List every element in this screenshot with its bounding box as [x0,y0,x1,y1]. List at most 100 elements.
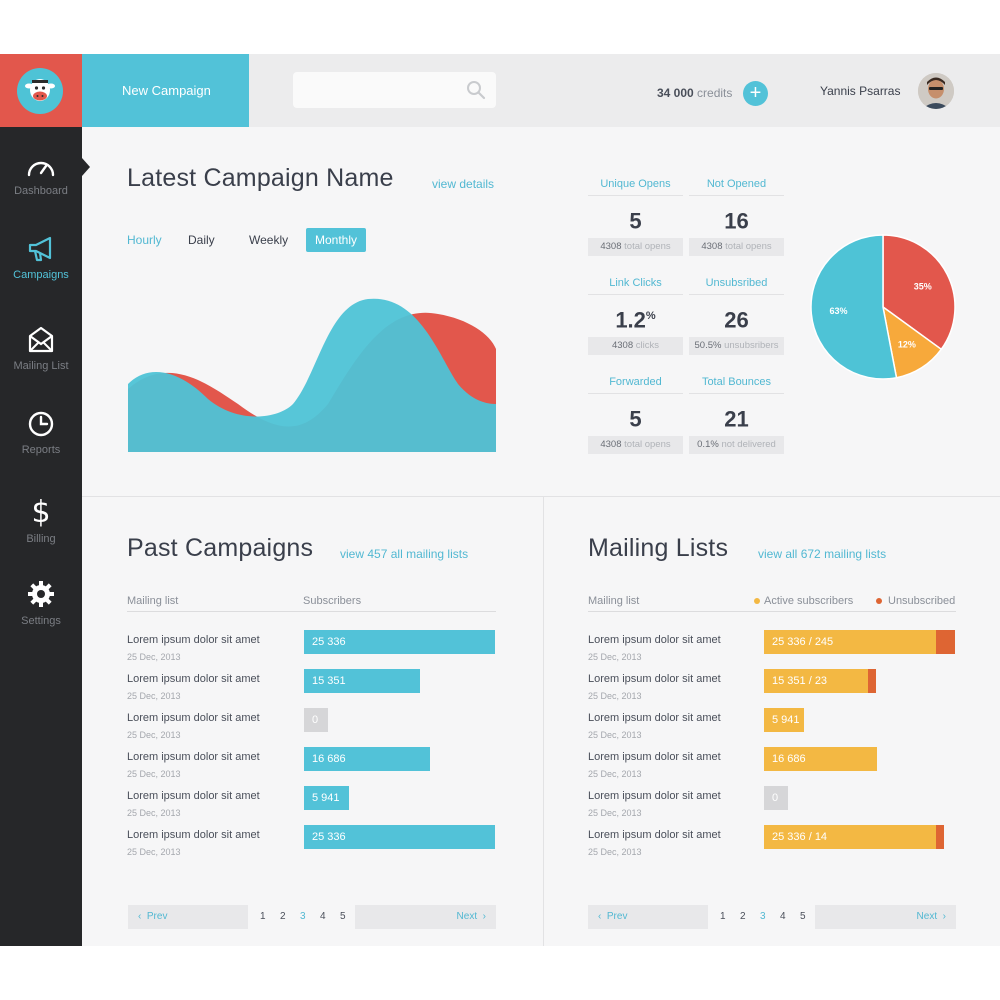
row-name[interactable]: Lorem ipsum dolor sit amet [127,751,260,763]
stat-forwarded: Forwarded 5 4308 total opens [588,374,683,454]
tab-monthly[interactable]: Monthly [306,228,367,252]
stat-label: Forwarded [588,374,683,394]
clock-icon [28,411,54,437]
sidebar-item-settings[interactable]: Settings [0,579,82,627]
search-input[interactable] [293,72,496,108]
active-subscriber-bar: 16 686 [764,747,877,771]
sidebar-item-mailing-list[interactable]: Mailing List [0,324,82,372]
row-name[interactable]: Lorem ipsum dolor sit amet [588,751,721,763]
stat-value: 5 [629,406,642,432]
row-name[interactable]: Lorem ipsum dolor sit amet [127,829,260,841]
dashboard-app: New Campaign 34 000 credits + Yannis Psa… [0,54,1000,946]
search-icon[interactable] [466,80,486,105]
dollar-icon: $ [31,495,50,527]
row-name[interactable]: Lorem ipsum dolor sit amet [588,634,721,646]
stat-foot: 0.1% not delivered [689,436,784,454]
sidebar-item-reports[interactable]: Reports [0,410,82,456]
cow-logo-icon [25,79,55,101]
tab-daily[interactable]: Daily [188,233,215,247]
prev-button[interactable]: ‹ Prev [128,905,248,929]
pie-slice-label: 63% [830,306,848,316]
row-date: 25 Dec, 2013 [127,847,181,857]
stat-label: Unique Opens [588,176,683,196]
stat-foot: 4308 total opens [588,436,683,454]
mailing-lists-title: Mailing Lists [588,534,729,562]
pie-slice-label: 35% [914,282,932,292]
new-campaign-button[interactable]: New Campaign [82,54,249,127]
page-3[interactable]: 3 [300,911,306,922]
row-name[interactable]: Lorem ipsum dolor sit amet [127,673,260,685]
column-header-subscribers: Subscribers [303,595,362,607]
view-past-lists-link[interactable]: view 457 all mailing lists [340,547,469,561]
row-date: 25 Dec, 2013 [127,808,181,818]
sidebar-item-campaigns[interactable]: Campaigns [0,235,82,281]
avatar[interactable] [918,73,954,109]
page-5[interactable]: 5 [800,911,806,922]
envelope-icon [28,326,54,353]
bar-value: 25 336 [312,636,346,648]
plus-icon: + [749,82,762,104]
active-nav-pointer [82,158,90,176]
logo[interactable] [0,54,82,127]
sidebar-item-billing[interactable]: $ Billing [0,495,82,545]
credits-amount: 34 000 [657,86,694,100]
stat-label: Not Opened [689,176,784,196]
stat-value: 5 [629,208,642,234]
page-2[interactable]: 2 [280,911,286,922]
row-name[interactable]: Lorem ipsum dolor sit amet [588,829,721,841]
stat-unsubscribed: Unsubsribed 26 50.5% unsubsribers [689,275,784,355]
stat-foot: 4308 total opens [588,238,683,256]
page-4[interactable]: 4 [320,911,326,922]
section-divider [82,496,1000,497]
next-button[interactable]: Next › [355,905,496,929]
stat-value: 21 [724,406,749,432]
page-1[interactable]: 1 [260,911,266,922]
tab-hourly[interactable]: Hourly [127,233,162,247]
column-header-mailing-list: Mailing list [127,595,179,607]
pie-slice [810,234,898,380]
page-5[interactable]: 5 [340,911,346,922]
add-credits-button[interactable]: + [743,81,768,106]
stat-value: 1.2% [615,307,656,333]
avatar-image [918,73,954,109]
active-subscriber-bar: 0 [764,786,788,810]
sidebar-item-label: Dashboard [14,185,68,197]
view-mailing-lists-link[interactable]: view all 672 mailing lists [758,547,887,561]
top-bar: New Campaign 34 000 credits + Yannis Psa… [0,54,1000,127]
row-date: 25 Dec, 2013 [588,691,642,701]
row-name[interactable]: Lorem ipsum dolor sit amet [588,712,721,724]
page-2[interactable]: 2 [740,911,746,922]
credits-label: credits [697,86,733,100]
column-divider [543,497,544,946]
sidebar-item-dashboard[interactable]: Dashboard [0,155,82,197]
row-date: 25 Dec, 2013 [127,730,181,740]
view-details-link[interactable]: view details [432,177,495,191]
bar-value: 25 336 / 14 [772,831,828,843]
page-1[interactable]: 1 [720,911,726,922]
user-name[interactable]: Yannis Psarras [820,84,901,98]
row-name[interactable]: Lorem ipsum dolor sit amet [588,790,721,802]
legend-active-label: Active subscribers [764,595,854,607]
subscriber-bar: 16 686 [304,747,430,771]
legend-unsub-dot [876,598,882,604]
row-name[interactable]: Lorem ipsum dolor sit amet [127,712,260,724]
row-name[interactable]: Lorem ipsum dolor sit amet [127,634,260,646]
page-3[interactable]: 3 [760,911,766,922]
pie-slice [882,234,956,351]
next-button[interactable]: Next › [815,905,956,929]
row-name[interactable]: Lorem ipsum dolor sit amet [127,790,260,802]
bar-value: 16 686 [772,753,806,765]
stat-total-bounces: Total Bounces 21 0.1% not delivered [689,374,784,454]
prev-button[interactable]: ‹ Prev [588,905,708,929]
page-title: Latest Campaign Name [127,164,394,192]
subscriber-bar: 5 941 [304,786,349,810]
tab-weekly[interactable]: Weekly [249,233,289,247]
table-header-line [588,611,956,612]
credits-display: 34 000 credits [657,86,732,100]
row-name[interactable]: Lorem ipsum dolor sit amet [588,673,721,685]
stat-label: Unsubsribed [689,275,784,295]
bar-value: 5 941 [312,792,340,804]
bar-value: 15 351 [312,675,346,687]
page-4[interactable]: 4 [780,911,786,922]
row-date: 25 Dec, 2013 [588,847,642,857]
